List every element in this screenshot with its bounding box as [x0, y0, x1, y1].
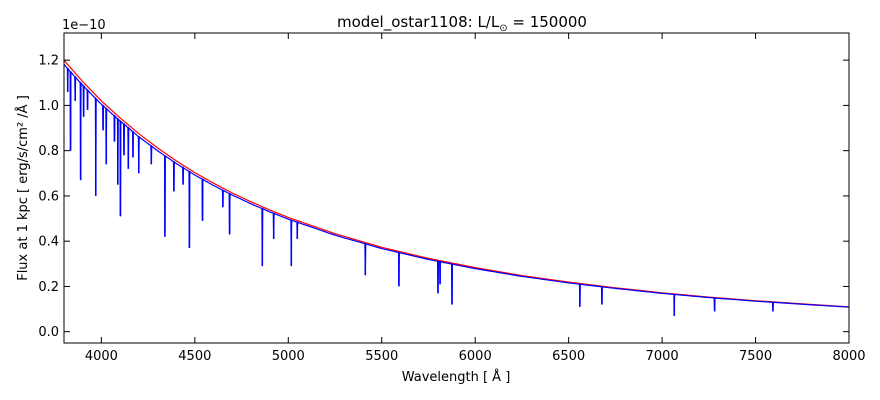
spectrum-line — [63, 63, 850, 316]
y-tick-label: 0.2 — [38, 280, 59, 295]
y-offset-text: 1e−10 — [62, 18, 106, 33]
x-tick-label: 8000 — [832, 349, 865, 364]
plot-frame — [63, 32, 850, 344]
chart-title-sub: ⊙ — [499, 23, 507, 34]
y-tick-label: 0.8 — [38, 144, 59, 159]
x-tick-label: 5500 — [365, 349, 398, 364]
x-tick-label: 7000 — [646, 349, 679, 364]
x-tick-label: 6500 — [552, 349, 585, 364]
y-tick-label: 0.6 — [38, 189, 59, 204]
y-tick-label: 0.4 — [38, 235, 59, 250]
x-tick-label: 6000 — [459, 349, 492, 364]
y-axis-label: Flux at 1 kpc [ erg/s/cm² /Å ] — [15, 95, 31, 281]
y-tick-label: 1.2 — [38, 54, 59, 69]
x-tick-label: 5000 — [272, 349, 305, 364]
x-tick-label: 4500 — [178, 349, 211, 364]
y-tick-label: 0.0 — [38, 325, 59, 340]
chart-title-suffix: = 150000 — [508, 13, 587, 31]
chart-title-main: model_ostar1108: L/L — [337, 13, 500, 32]
x-tick-label: 4000 — [85, 349, 118, 364]
y-axis: 0.0 0.2 0.4 0.6 0.8 1.0 1.2 — [38, 54, 849, 340]
continuum-line — [63, 59, 850, 308]
chart-title: model_ostar1108: L/L⊙ = 150000 — [337, 13, 587, 34]
y-tick-label: 1.0 — [38, 99, 59, 114]
x-axis: 4000 4500 5000 5500 6000 6500 7000 7500 8000 — [85, 33, 866, 364]
plot-series — [63, 59, 850, 316]
x-axis-label: Wavelength [ Å ] — [402, 369, 511, 385]
x-tick-label: 7500 — [739, 349, 772, 364]
